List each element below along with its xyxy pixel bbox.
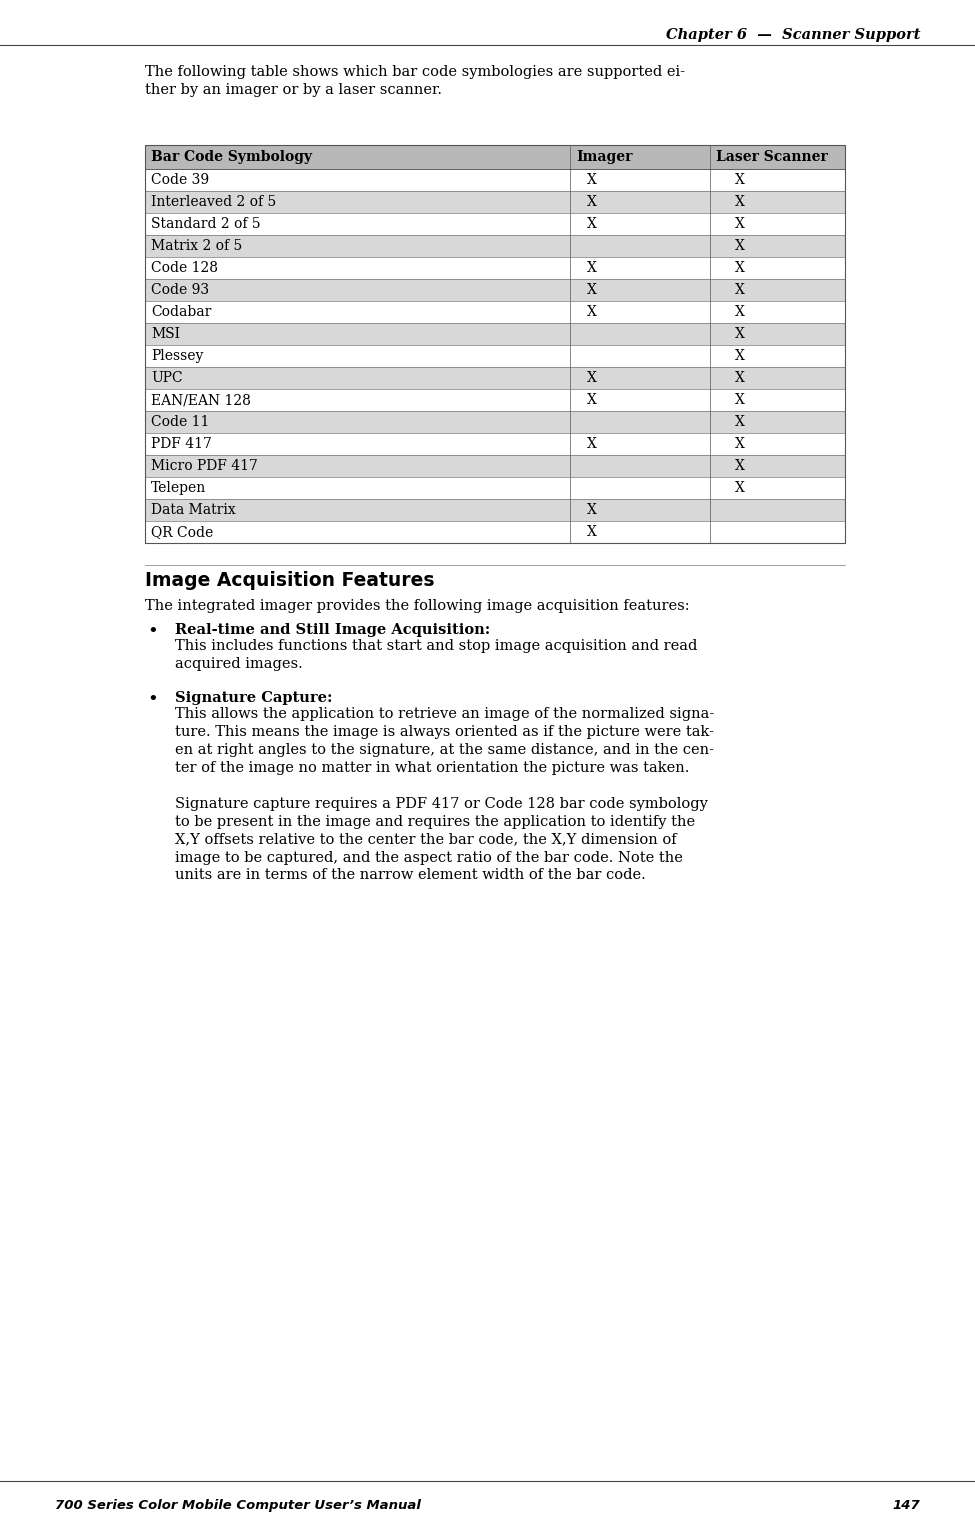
Text: X: X [735, 415, 745, 428]
Bar [145, 144, 845, 542]
Text: Interleaved 2 of 5: Interleaved 2 of 5 [151, 194, 276, 210]
Bar [145, 345, 845, 368]
Text: Codabar: Codabar [151, 305, 212, 319]
Bar [145, 144, 845, 169]
Text: This allows the application to retrieve an image of the normalized signa-
ture. : This allows the application to retrieve … [175, 706, 715, 775]
Bar [145, 389, 845, 412]
Text: X: X [735, 327, 745, 340]
Text: X: X [735, 217, 745, 231]
Text: Signature capture requires a PDF 417 or Code 128 bar code symbology
to be presen: Signature capture requires a PDF 417 or … [175, 797, 708, 883]
Text: Data Matrix: Data Matrix [151, 503, 236, 516]
Text: Chapter 6  —  Scanner Support: Chapter 6 — Scanner Support [666, 27, 920, 43]
Text: X: X [587, 393, 597, 407]
Text: PDF 417: PDF 417 [151, 437, 212, 451]
Text: Code 128: Code 128 [151, 261, 218, 275]
Bar [145, 279, 845, 301]
Text: X: X [587, 437, 597, 451]
Text: Real-time and Still Image Acquisition:: Real-time and Still Image Acquisition: [175, 623, 490, 636]
Bar [145, 191, 845, 213]
Bar [145, 235, 845, 257]
Text: X: X [735, 482, 745, 495]
Text: This includes functions that start and stop image acquisition and read
acquired : This includes functions that start and s… [175, 639, 697, 671]
Text: X: X [735, 349, 745, 363]
Bar [145, 477, 845, 500]
Text: X: X [587, 526, 597, 539]
Text: Code 93: Code 93 [151, 283, 209, 298]
Text: The integrated imager provides the following image acquisition features:: The integrated imager provides the follo… [145, 598, 689, 614]
Bar [145, 368, 845, 389]
Bar [145, 412, 845, 433]
Text: X: X [735, 437, 745, 451]
Text: X: X [735, 393, 745, 407]
Text: X: X [587, 283, 597, 298]
Text: X: X [735, 283, 745, 298]
Text: X: X [587, 217, 597, 231]
Text: X: X [735, 261, 745, 275]
Text: X: X [587, 194, 597, 210]
Text: Matrix 2 of 5: Matrix 2 of 5 [151, 238, 242, 254]
Bar [145, 213, 845, 235]
Text: MSI: MSI [151, 327, 180, 340]
Text: •: • [147, 691, 158, 709]
Bar [145, 324, 845, 345]
Text: X: X [587, 173, 597, 187]
Text: Imager: Imager [576, 150, 633, 164]
Text: Laser Scanner: Laser Scanner [716, 150, 828, 164]
Text: X: X [735, 459, 745, 472]
Text: UPC: UPC [151, 371, 182, 384]
Bar [145, 500, 845, 521]
Text: EAN/EAN 128: EAN/EAN 128 [151, 393, 251, 407]
Text: Telepen: Telepen [151, 482, 207, 495]
Text: X: X [735, 305, 745, 319]
Bar [145, 301, 845, 324]
Text: Bar Code Symbology: Bar Code Symbology [151, 150, 312, 164]
Text: •: • [147, 623, 158, 641]
Text: Plessey: Plessey [151, 349, 204, 363]
Text: X: X [587, 261, 597, 275]
Bar [145, 456, 845, 477]
Text: Image Acquisition Features: Image Acquisition Features [145, 571, 435, 589]
Text: X: X [735, 194, 745, 210]
Text: 700 Series Color Mobile Computer User’s Manual: 700 Series Color Mobile Computer User’s … [55, 1499, 421, 1511]
Text: X: X [735, 173, 745, 187]
Text: The following table shows which bar code symbologies are supported ei-
ther by a: The following table shows which bar code… [145, 65, 685, 97]
Text: Micro PDF 417: Micro PDF 417 [151, 459, 257, 472]
Bar [145, 257, 845, 279]
Bar [145, 521, 845, 542]
Bar [145, 169, 845, 191]
Bar [145, 433, 845, 456]
Text: Standard 2 of 5: Standard 2 of 5 [151, 217, 260, 231]
Text: X: X [587, 371, 597, 384]
Text: X: X [587, 305, 597, 319]
Text: Code 11: Code 11 [151, 415, 210, 428]
Text: X: X [735, 238, 745, 254]
Text: Code 39: Code 39 [151, 173, 209, 187]
Text: X: X [587, 503, 597, 516]
Text: X: X [735, 371, 745, 384]
Text: QR Code: QR Code [151, 526, 214, 539]
Text: 147: 147 [892, 1499, 920, 1511]
Text: Signature Capture:: Signature Capture: [175, 691, 332, 705]
